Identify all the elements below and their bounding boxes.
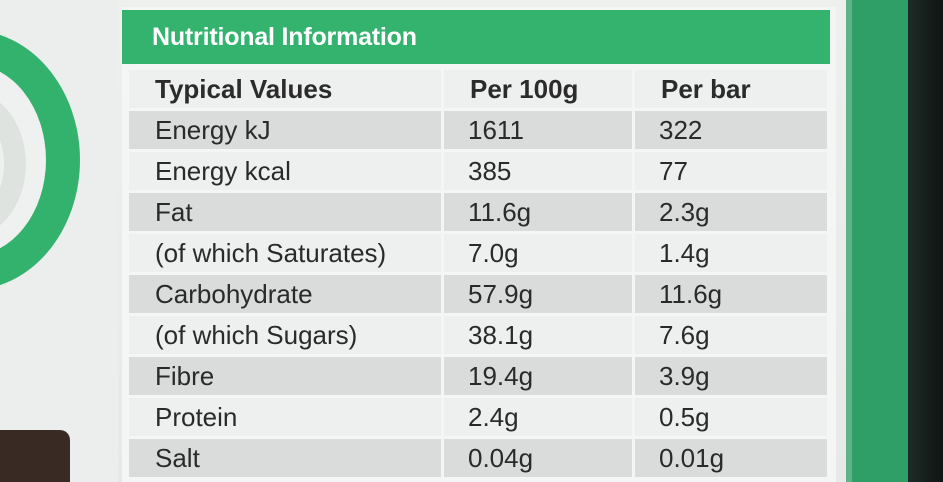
table-row: Fat 11.6g 2.3g: [129, 193, 827, 231]
row-per-100g: 2.4g: [444, 398, 632, 436]
row-label: Energy kJ: [129, 111, 441, 149]
packaging-left-art: [0, 0, 118, 482]
row-label: Carbohydrate: [129, 275, 441, 313]
table-row: (of which Sugars) 38.1g 7.6g: [129, 316, 827, 354]
background-dark-edge: [908, 0, 943, 482]
nutrition-panel: Nutritional Information Typical Values P…: [122, 7, 836, 482]
nutrition-title-bar: Nutritional Information: [122, 10, 830, 64]
row-per-100g: 7.0g: [444, 234, 632, 272]
row-per-bar: 11.6g: [635, 275, 827, 313]
row-per-100g: 38.1g: [444, 316, 632, 354]
row-per-100g: 11.6g: [444, 193, 632, 231]
row-per-bar: 322: [635, 111, 827, 149]
row-label: (of which Saturates): [129, 234, 441, 272]
row-label: Protein: [129, 398, 441, 436]
table-row: Energy kcal 385 77: [129, 152, 827, 190]
row-per-bar: 0.5g: [635, 398, 827, 436]
table-row: Salt 0.04g 0.01g: [129, 439, 827, 477]
row-per-bar: 3.9g: [635, 357, 827, 395]
nutrition-title: Nutritional Information: [152, 22, 417, 51]
table-header-row: Typical Values Per 100g Per bar: [129, 70, 827, 108]
row-label: Fat: [129, 193, 441, 231]
table-row: Protein 2.4g 0.5g: [129, 398, 827, 436]
table-row: Carbohydrate 57.9g 11.6g: [129, 275, 827, 313]
row-per-100g: 57.9g: [444, 275, 632, 313]
row-per-bar: 1.4g: [635, 234, 827, 272]
row-per-bar: 0.01g: [635, 439, 827, 477]
row-label: Energy kcal: [129, 152, 441, 190]
packaging-right-green-edge: [846, 0, 908, 482]
row-per-100g: 19.4g: [444, 357, 632, 395]
header-typical-values: Typical Values: [129, 70, 441, 108]
header-per-100g: Per 100g: [444, 70, 632, 108]
row-per-bar: 77: [635, 152, 827, 190]
header-per-bar: Per bar: [635, 70, 827, 108]
row-per-100g: 1611: [444, 111, 632, 149]
chocolate-graphic: [0, 430, 70, 482]
row-per-bar: 7.6g: [635, 316, 827, 354]
table-row: (of which Saturates) 7.0g 1.4g: [129, 234, 827, 272]
row-label: (of which Sugars): [129, 316, 441, 354]
row-label: Salt: [129, 439, 441, 477]
row-per-100g: 385: [444, 152, 632, 190]
packaging-edge-highlight: [846, 0, 852, 482]
table-row: Energy kJ 1611 322: [129, 111, 827, 149]
row-per-100g: 0.04g: [444, 439, 632, 477]
table-row: Fibre 19.4g 3.9g: [129, 357, 827, 395]
row-per-bar: 2.3g: [635, 193, 827, 231]
nutrition-table: Typical Values Per 100g Per bar Energy k…: [126, 67, 830, 480]
row-label: Fibre: [129, 357, 441, 395]
